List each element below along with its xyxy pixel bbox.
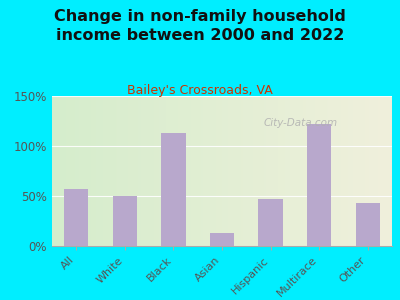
Text: Bailey's Crossroads, VA: Bailey's Crossroads, VA xyxy=(127,84,273,97)
Bar xyxy=(307,124,331,246)
Bar xyxy=(210,233,234,246)
Bar xyxy=(113,196,137,246)
Text: Change in non-family household
income between 2000 and 2022: Change in non-family household income be… xyxy=(54,9,346,43)
Bar xyxy=(161,133,186,246)
Bar xyxy=(64,189,88,246)
Bar xyxy=(356,203,380,246)
Text: City-Data.com: City-Data.com xyxy=(263,118,337,128)
Bar xyxy=(258,199,283,246)
